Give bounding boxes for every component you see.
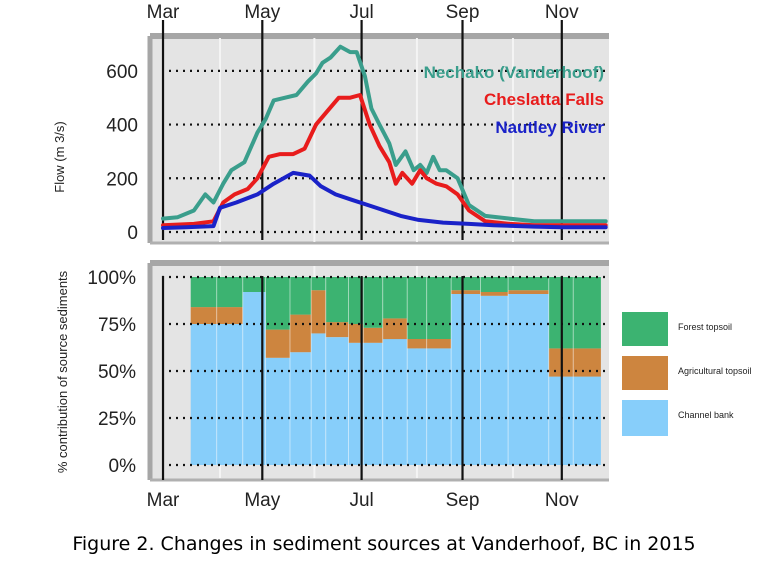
sediment-bar-segment (508, 290, 549, 294)
month-label-top: Mar (147, 2, 180, 23)
flow-y-axis-label: Flow (m 3/s) (52, 121, 67, 193)
flow-series-line (161, 44, 608, 224)
flow-legend-label: Cheslatta Falls (484, 90, 604, 109)
legend-item-channel-bank: Channel bank (622, 400, 762, 444)
sediment-bar-segment (426, 348, 452, 465)
sediment-bar-segment (451, 293, 481, 465)
sediment-tick-label: 50% (98, 362, 136, 383)
sediment-bar-segment (311, 277, 326, 291)
sediment-tick-label: 100% (87, 268, 136, 289)
sediment-tick-label: 75% (98, 315, 136, 336)
flow-tick-label: 600 (106, 62, 138, 83)
sediment-bar-segment (508, 293, 549, 465)
sediment-bar-segment (363, 277, 383, 328)
sediment-bar-segment (382, 339, 408, 465)
sediment-bar-segment (407, 348, 427, 465)
agricultural-topsoil-swatch (622, 356, 668, 390)
sediment-bar-segment (190, 277, 217, 308)
sediment-bar-segment (311, 290, 326, 334)
sediment-bar-segment (480, 277, 509, 292)
flow-panel: 0 200 400 600 Mar May Jul Sep Nov Nechako (Vander… (106, 2, 609, 245)
sediment-bar-segment (508, 277, 549, 291)
sediment-bar-segment (382, 318, 408, 340)
sediment-bar-segment (348, 324, 364, 343)
sediment-bar-segment (573, 277, 601, 349)
flow-legend-label: Nautley River (495, 118, 604, 137)
flow-legend-label: Nechako (Vanderhoof) (424, 63, 604, 82)
sediment-bar-segment (451, 277, 481, 291)
month-label-top: Jul (349, 2, 373, 23)
sediment-bar-segment (265, 357, 290, 465)
sediment-bar-segment (216, 277, 243, 308)
sediment-bar-segment (290, 277, 312, 315)
sediment-bar-segment (573, 376, 601, 465)
legend-label: Channel bank (678, 410, 734, 420)
sediment-bar-segment (480, 295, 509, 465)
sediment-bar-segment (426, 277, 452, 339)
sediment-bar-segment (348, 342, 364, 465)
legend-item-forest-topsoil: Forest topsoil (622, 312, 762, 356)
flow-tick-label: 200 (106, 169, 138, 190)
sediment-bar-segment (216, 324, 243, 465)
sediment-bar-segment (190, 307, 217, 324)
month-label-bottom: Mar (147, 490, 180, 511)
sediment-bar-segment (290, 314, 312, 353)
sediment-bar-segment (573, 348, 601, 377)
flow-series-line (161, 170, 608, 230)
flow-tick-label: 400 (106, 116, 138, 137)
sediment-bar-segment (426, 339, 452, 349)
sediment-bar-segment (325, 337, 349, 465)
sediment-bar-segment (242, 292, 266, 465)
sediment-legend: Forest topsoil Agricultural topsoil Chan… (622, 312, 762, 444)
sediment-tick-label: 0% (109, 456, 137, 477)
sediment-bar-segment (242, 277, 266, 292)
sediment-bar-segment (265, 277, 290, 330)
sediment-bar-segment (348, 277, 364, 324)
sediment-bar-segment (325, 277, 349, 323)
sediment-bar-segment (451, 290, 481, 294)
sediment-bar-segment (382, 277, 408, 319)
month-label-top: Nov (545, 2, 579, 23)
legend-item-agricultural-topsoil: Agricultural topsoil (622, 356, 762, 400)
sediment-panel: 0% 25% 50% 75% 100% Mar May Jul Sep Nov (87, 260, 609, 511)
sediment-bar-segment (407, 339, 427, 349)
sediment-tick-label: 25% (98, 409, 136, 430)
sediment-bar-segment (311, 333, 326, 465)
sediment-bar-segment (363, 342, 383, 465)
month-label-top: May (244, 2, 280, 23)
month-label-bottom: May (244, 490, 280, 511)
figure-caption: Figure 2. Changes in sediment sources at… (72, 533, 696, 555)
month-label-bottom: Jul (349, 490, 373, 511)
sediment-bar-segment (265, 329, 290, 358)
month-label-top: Sep (446, 2, 480, 23)
legend-label: Agricultural topsoil (678, 366, 752, 376)
sediment-bar-segment (290, 352, 312, 465)
sediment-bar-segment (363, 327, 383, 343)
sediment-bar-segment (216, 307, 243, 324)
sediment-bar-segment (480, 292, 509, 296)
flow-tick-label: 0 (127, 223, 138, 244)
month-label-bottom: Sep (446, 490, 480, 511)
month-label-bottom: Nov (545, 490, 579, 511)
channel-bank-swatch (622, 400, 668, 436)
forest-topsoil-swatch (622, 312, 668, 346)
legend-label: Forest topsoil (678, 322, 733, 332)
sediment-y-axis-label: % contribution of source sediments (55, 270, 70, 473)
sediment-bar-segment (190, 324, 217, 465)
flow-series-line (161, 93, 608, 228)
sediment-bar-segment (407, 277, 427, 339)
sediment-bar-segment (325, 322, 349, 338)
